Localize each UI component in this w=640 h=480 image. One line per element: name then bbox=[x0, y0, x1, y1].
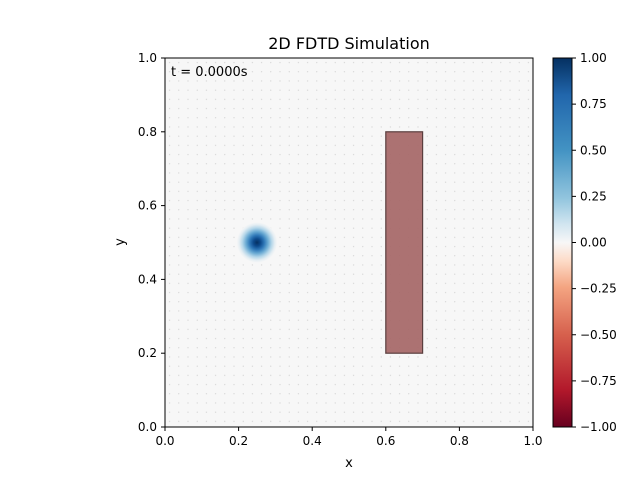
x-tick-label: 0.6 bbox=[376, 434, 395, 448]
x-axis: 0.0 0.2 0.4 0.6 0.8 1.0 bbox=[155, 427, 543, 448]
plot-area bbox=[165, 58, 533, 427]
grid-dots bbox=[165, 58, 533, 427]
colorbar-tick-label: 1.00 bbox=[580, 51, 607, 65]
x-axis-label: x bbox=[345, 456, 353, 471]
colorbar-tick-label: −1.00 bbox=[580, 420, 617, 434]
y-axis: 0.0 0.2 0.4 0.6 0.8 1.0 bbox=[138, 51, 165, 434]
chart-title: 2D FDTD Simulation bbox=[268, 34, 430, 53]
y-tick-label: 0.2 bbox=[138, 346, 157, 360]
x-tick-label: 0.8 bbox=[450, 434, 469, 448]
x-tick-label: 0.0 bbox=[155, 434, 174, 448]
x-tick-label: 1.0 bbox=[523, 434, 542, 448]
colorbar-tick-label: −0.25 bbox=[580, 282, 617, 296]
y-tick-label: 0.4 bbox=[138, 272, 157, 286]
colorbar: −1.00 −0.75 −0.50 −0.25 0.00 0.25 0.50 0.75 1.00 bbox=[552, 51, 617, 434]
colorbar-tick-label: −0.50 bbox=[580, 328, 617, 342]
x-tick-label: 0.2 bbox=[229, 434, 248, 448]
y-tick-label: 0.6 bbox=[138, 199, 157, 213]
colorbar-tick-label: −0.75 bbox=[580, 374, 617, 388]
colorbar-tick-label: 0.25 bbox=[580, 189, 607, 203]
colorbar-tick-label: 0.75 bbox=[580, 97, 607, 111]
obstacle-rectangle bbox=[385, 131, 424, 354]
time-label: t = 0.0000s bbox=[171, 65, 248, 80]
plot-frame bbox=[164, 57, 534, 428]
colorbar-ticks: −1.00 −0.75 −0.50 −0.25 0.00 0.25 0.50 0.75 1.00 bbox=[572, 51, 617, 434]
y-tick-label: 1.0 bbox=[138, 51, 157, 65]
colorbar-strip bbox=[552, 57, 573, 428]
wave-source-pulse bbox=[236, 222, 278, 263]
y-tick-label: 0.0 bbox=[138, 420, 157, 434]
y-axis-label: y bbox=[113, 238, 128, 246]
colorbar-tick-label: 0.00 bbox=[580, 236, 607, 250]
colorbar-tick-label: 0.50 bbox=[580, 143, 607, 157]
y-tick-label: 0.8 bbox=[138, 125, 157, 139]
x-tick-label: 0.4 bbox=[303, 434, 322, 448]
